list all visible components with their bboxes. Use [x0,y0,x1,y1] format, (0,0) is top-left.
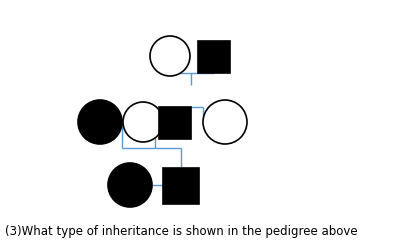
Text: (3)What type of inheritance is shown in the pedigree above: (3)What type of inheritance is shown in … [5,225,358,238]
Circle shape [123,102,163,142]
Circle shape [150,36,190,76]
Circle shape [108,163,152,207]
Bar [163,168,199,204]
Bar [159,107,191,139]
Circle shape [78,100,122,144]
Circle shape [203,100,247,144]
Bar [198,41,230,73]
